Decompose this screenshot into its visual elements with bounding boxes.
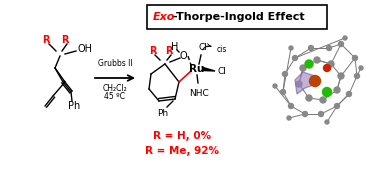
Circle shape	[334, 87, 340, 93]
Circle shape	[293, 55, 297, 61]
Text: H: H	[171, 42, 179, 52]
Text: cis: cis	[217, 45, 228, 54]
Text: R = Me, 92%: R = Me, 92%	[145, 146, 219, 156]
Circle shape	[289, 46, 293, 50]
Circle shape	[280, 90, 285, 95]
Circle shape	[325, 120, 329, 124]
Circle shape	[327, 46, 332, 51]
Circle shape	[359, 66, 363, 70]
Text: R = H, 0%: R = H, 0%	[153, 131, 211, 141]
Circle shape	[296, 81, 302, 87]
Circle shape	[343, 36, 347, 40]
Polygon shape	[203, 68, 215, 71]
Circle shape	[282, 71, 288, 77]
Circle shape	[308, 46, 313, 51]
Circle shape	[322, 87, 332, 96]
Text: R: R	[61, 35, 69, 45]
Circle shape	[300, 65, 306, 71]
Circle shape	[319, 112, 324, 117]
Circle shape	[288, 103, 293, 108]
Text: 45 ºC: 45 ºC	[104, 92, 125, 101]
Circle shape	[287, 116, 291, 120]
Text: Grubbs II: Grubbs II	[98, 59, 132, 68]
Circle shape	[328, 61, 334, 67]
Circle shape	[324, 64, 330, 71]
Circle shape	[338, 73, 344, 79]
Circle shape	[335, 103, 339, 108]
Circle shape	[347, 92, 352, 96]
Text: NHC: NHC	[189, 89, 209, 98]
Text: OH: OH	[78, 44, 93, 54]
Text: O: O	[179, 51, 187, 61]
Circle shape	[314, 57, 320, 63]
FancyBboxPatch shape	[147, 5, 327, 29]
Polygon shape	[295, 72, 315, 94]
Text: -Thorpe-Ingold Effect: -Thorpe-Ingold Effect	[173, 12, 305, 22]
Text: CH₂Cl₂: CH₂Cl₂	[102, 84, 127, 93]
Text: Ph: Ph	[158, 108, 169, 118]
Circle shape	[339, 42, 344, 46]
Text: R: R	[42, 35, 50, 45]
Circle shape	[355, 74, 359, 78]
Circle shape	[353, 55, 358, 61]
Circle shape	[310, 76, 321, 86]
Text: Ph: Ph	[68, 101, 80, 111]
Circle shape	[320, 97, 326, 103]
Circle shape	[273, 84, 277, 88]
Text: Cl: Cl	[198, 42, 208, 52]
Circle shape	[306, 95, 312, 101]
Text: R: R	[149, 46, 157, 56]
Text: Cl: Cl	[218, 67, 227, 76]
Circle shape	[302, 112, 307, 117]
Circle shape	[305, 60, 313, 68]
Text: Ru: Ru	[189, 64, 205, 74]
Text: Exo: Exo	[153, 12, 175, 22]
Text: R: R	[165, 46, 173, 56]
